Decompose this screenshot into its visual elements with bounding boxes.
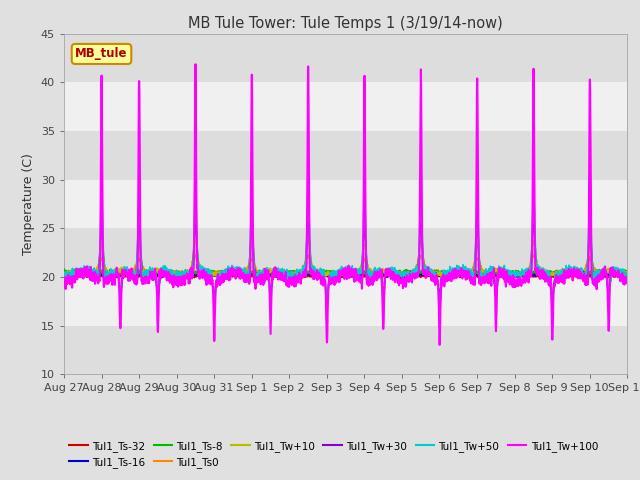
Bar: [64, 277, 627, 326]
Bar: [64, 131, 627, 180]
Bar: [64, 228, 627, 277]
Bar: [64, 34, 627, 82]
Bar: [64, 180, 627, 228]
Bar: [64, 0, 627, 34]
Bar: [64, 326, 627, 374]
Bar: [64, 82, 627, 131]
Title: MB Tule Tower: Tule Temps 1 (3/19/14-now): MB Tule Tower: Tule Temps 1 (3/19/14-now…: [188, 16, 503, 31]
Legend: Tul1_Ts-32, Tul1_Ts-16, Tul1_Ts-8, Tul1_Ts0, Tul1_Tw+10, Tul1_Tw+30, Tul1_Tw+50,: Tul1_Ts-32, Tul1_Ts-16, Tul1_Ts-8, Tul1_…: [69, 441, 598, 468]
Text: MB_tule: MB_tule: [76, 48, 128, 60]
Y-axis label: Temperature (C): Temperature (C): [22, 153, 35, 255]
